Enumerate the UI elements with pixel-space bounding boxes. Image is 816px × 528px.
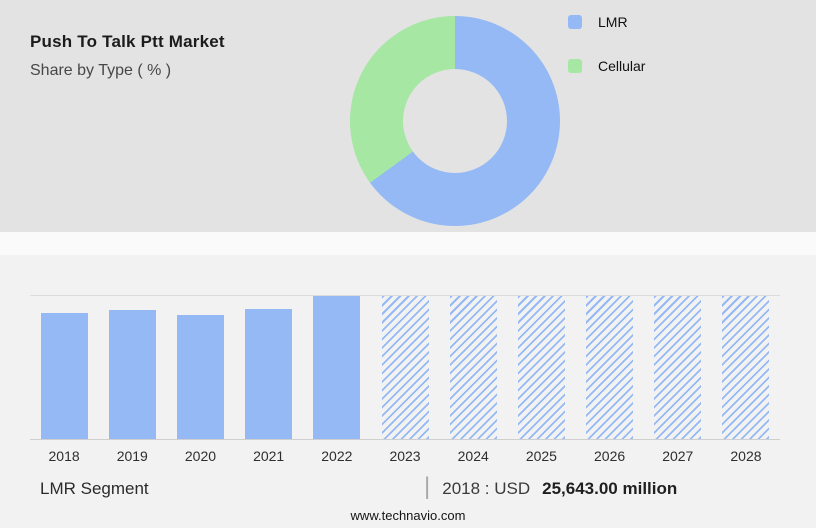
x-tick-label: 2019	[116, 448, 148, 464]
page-title: Push To Talk Ptt Market	[30, 32, 225, 51]
x-tick-label: 2028	[730, 448, 762, 464]
bar-column	[576, 296, 644, 439]
donut-hole	[403, 69, 507, 173]
stat-separator: |	[424, 473, 431, 500]
forecast-bar-2023	[381, 296, 429, 439]
x-tick-column: 2025	[507, 448, 575, 466]
x-tick-column: 2024	[439, 448, 507, 466]
header-panel: Push To Talk Ptt Market Share by Type ( …	[0, 0, 816, 232]
forecast-bar-2026	[586, 296, 634, 439]
forecast-bar-2024	[449, 296, 497, 439]
website-url: www.technavio.com	[350, 508, 466, 523]
bar-plot-area	[30, 295, 780, 440]
x-tick-label: 2021	[253, 448, 285, 464]
x-tick-column: 2021	[235, 448, 303, 466]
bar-column	[371, 296, 439, 439]
x-tick-column: 2019	[98, 448, 166, 466]
bar-2019	[108, 310, 156, 439]
bar-column	[507, 296, 575, 439]
bar-chart-panel: 2018 2019 2020 2021 2022 2023 2024 2025 2026 2027…	[0, 255, 816, 528]
x-tick-label: 2025	[525, 448, 557, 464]
x-tick-column: 2028	[712, 448, 780, 466]
segment-label: LMR Segment	[40, 479, 149, 498]
legend-label: Cellular	[598, 58, 646, 74]
bar-2018	[40, 313, 88, 439]
title-block: Push To Talk Ptt Market Share by Type ( …	[30, 32, 225, 80]
legend-swatch-icon	[568, 59, 582, 73]
donut-chart	[350, 16, 560, 226]
x-tick-column: 2020	[166, 448, 234, 466]
forecast-bar-2025	[517, 296, 565, 439]
legend-label: LMR	[598, 14, 628, 30]
bar-chart: 2018 2019 2020 2021 2022 2023 2024 2025 2026 2027…	[30, 295, 780, 466]
forecast-bar-2028	[722, 296, 770, 439]
legend: LMR Cellular	[568, 14, 645, 102]
x-tick-label: 2018	[48, 448, 80, 464]
x-tick-column: 2026	[576, 448, 644, 466]
x-tick-column: 2022	[303, 448, 371, 466]
bar-column	[166, 296, 234, 439]
bar-2021	[245, 308, 293, 439]
x-axis-labels: 2018 2019 2020 2021 2022 2023 2024 2025 2026 2027…	[30, 448, 780, 466]
bar-2022	[313, 296, 361, 439]
legend-swatch-icon	[568, 15, 582, 29]
x-tick-label: 2024	[457, 448, 489, 464]
x-tick-label: 2020	[184, 448, 217, 464]
bar-column	[98, 296, 166, 439]
chart-subtitle: Share by Type ( % )	[30, 62, 172, 79]
bar-column	[30, 296, 98, 439]
bar-column	[644, 296, 712, 439]
bar-column	[439, 296, 507, 439]
stat-prefix: 2018 : USD	[442, 479, 531, 498]
bar-column	[712, 296, 780, 439]
stat-group: | 2018 : USD 25,643.00 million	[424, 473, 677, 501]
stat-value: 25,643.00 million	[542, 479, 678, 498]
forecast-bar-2027	[654, 296, 702, 439]
bar-column	[235, 296, 303, 439]
bar-2020	[176, 314, 224, 439]
x-tick-label: 2022	[321, 448, 353, 464]
x-tick-label: 2027	[662, 448, 694, 464]
x-tick-label: 2026	[594, 448, 626, 464]
bar-column	[303, 296, 371, 439]
legend-item: Cellular	[568, 58, 645, 74]
x-tick-column: 2018	[30, 448, 98, 466]
x-tick-label: 2023	[389, 448, 421, 464]
legend-item: LMR	[568, 14, 645, 30]
x-tick-column: 2027	[644, 448, 712, 466]
x-tick-column: 2023	[371, 448, 439, 466]
